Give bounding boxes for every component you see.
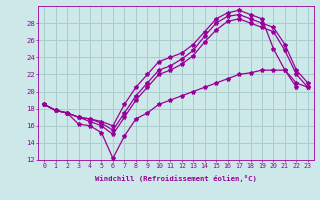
X-axis label: Windchill (Refroidissement éolien,°C): Windchill (Refroidissement éolien,°C)	[95, 175, 257, 182]
